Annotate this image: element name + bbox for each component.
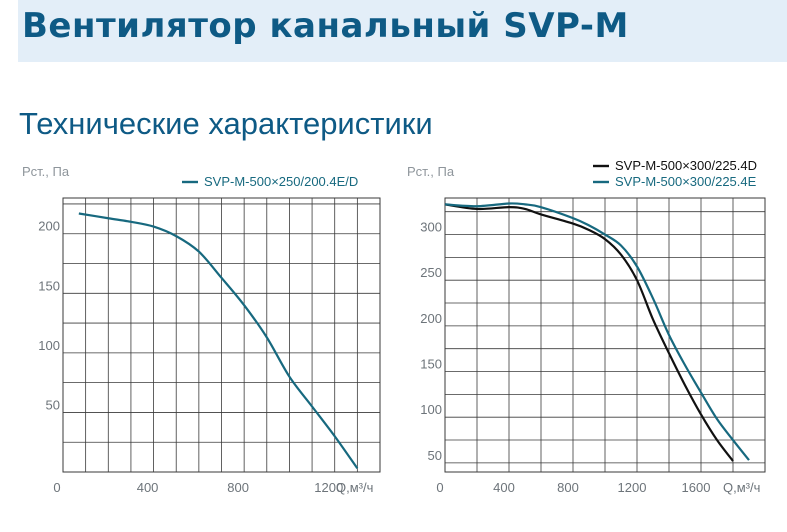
y-tick-label: 150 bbox=[420, 357, 442, 372]
x-tick-label: 0 bbox=[436, 480, 443, 495]
y-tick-label: 200 bbox=[420, 311, 442, 326]
series-line bbox=[444, 203, 734, 462]
chart-left: 50 100 150 200 0 400 800 1200 Pст., Па Q,м³/ч SVP-… bbox=[22, 164, 381, 495]
x-tick-label: 800 bbox=[227, 480, 249, 495]
x-tick-label: 1600 bbox=[682, 480, 711, 495]
x-tick-label: 400 bbox=[493, 480, 515, 495]
x-tick-label: 0 bbox=[53, 480, 60, 495]
y-tick-label: 50 bbox=[46, 397, 60, 412]
grid bbox=[63, 198, 380, 472]
section-title: Технические характеристики bbox=[19, 106, 433, 141]
x-tick-label: 1200 bbox=[314, 480, 343, 495]
legend-label: SVP-M-500×300/225.4E bbox=[615, 174, 757, 189]
title-banner bbox=[18, 0, 787, 62]
legend-label: SVP-M-500×300/225.4D bbox=[615, 158, 757, 173]
y-tick-label: 100 bbox=[420, 402, 442, 417]
plot-frame bbox=[444, 197, 766, 473]
y-tick-label: 100 bbox=[38, 338, 60, 353]
y-tick-label: 50 bbox=[428, 448, 442, 463]
y-axis-label: Pст., Па bbox=[22, 164, 70, 179]
x-tick-label: 1200 bbox=[618, 480, 647, 495]
x-tick-label: 400 bbox=[137, 480, 159, 495]
y-tick-label: 150 bbox=[38, 278, 60, 293]
plot-frame bbox=[62, 197, 381, 473]
y-tick-label: 200 bbox=[38, 219, 60, 234]
y-tick-label: 300 bbox=[420, 220, 442, 235]
x-axis-label: Q,м³/ч bbox=[723, 480, 760, 495]
y-axis-label: Pст., Па bbox=[407, 164, 455, 179]
page-title: Вентилятор канальный SVP-M bbox=[22, 6, 629, 46]
x-tick-label: 800 bbox=[557, 480, 579, 495]
grid bbox=[445, 198, 765, 472]
y-tick-label: 250 bbox=[420, 265, 442, 280]
x-axis-label: Q,м³/ч bbox=[336, 480, 373, 495]
series-line bbox=[444, 202, 750, 461]
legend-label: SVP-M-500×250/200.4E/D bbox=[204, 174, 358, 189]
series-line bbox=[78, 212, 359, 470]
chart-right: 50 100 150 200 250 300 0 400 800 1200 1600 Pст., Па… bbox=[407, 158, 766, 495]
